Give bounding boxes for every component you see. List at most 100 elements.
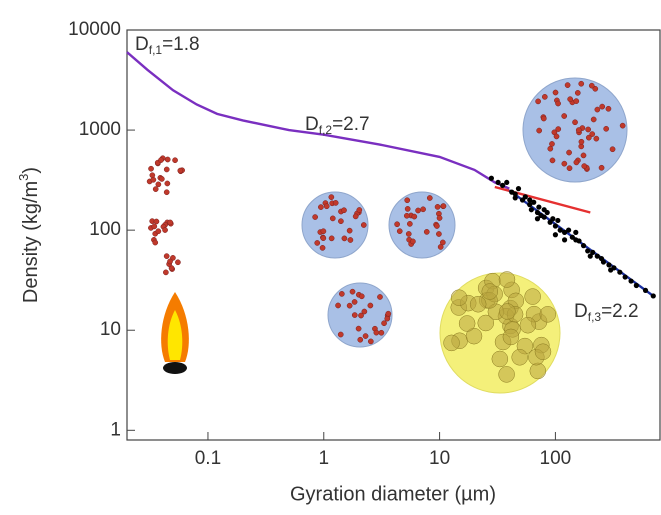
particle [338, 219, 343, 224]
particle [333, 200, 338, 205]
particle [427, 195, 432, 200]
particle [550, 158, 555, 163]
particle [549, 141, 554, 146]
scatter-point [553, 223, 558, 228]
particle [164, 254, 169, 259]
annotation-text: =2.7 [332, 114, 370, 135]
particle [459, 316, 475, 332]
scatter-point [608, 267, 613, 272]
y-label-text: Density (kg/m [20, 181, 42, 303]
particle [412, 214, 417, 219]
particle [368, 303, 373, 308]
particle [586, 127, 591, 132]
scatter-point [573, 230, 578, 235]
particle [542, 94, 547, 99]
particle [499, 366, 515, 382]
particle [379, 330, 384, 335]
scatter-point [495, 180, 500, 185]
particle [341, 208, 346, 213]
y-tick-label: 10000 [68, 19, 121, 40]
scatter-point [585, 248, 590, 253]
scatter-point [634, 283, 639, 288]
scatter-point [489, 176, 494, 181]
scatter-point [576, 238, 581, 243]
particle [566, 150, 571, 155]
particle [565, 83, 570, 88]
particle [610, 147, 615, 152]
scatter-point [516, 186, 521, 191]
particle [541, 116, 546, 121]
particle [520, 317, 536, 333]
particle [338, 332, 343, 337]
particle [350, 289, 355, 294]
particle [410, 239, 415, 244]
particle [163, 270, 168, 275]
particle [329, 236, 334, 241]
annotation-sub: f,2 [319, 123, 333, 137]
particle [470, 296, 486, 312]
particle [347, 303, 352, 308]
scatter-point [606, 262, 611, 267]
particle [482, 284, 498, 300]
particle [568, 97, 573, 102]
particle [405, 206, 410, 211]
y-tick-label: 100 [89, 219, 121, 240]
particle [352, 312, 357, 317]
particle [158, 157, 163, 162]
annotation-text: =1.8 [162, 34, 200, 55]
particle [437, 215, 442, 220]
annotation-sub: f,1 [149, 43, 163, 57]
particle [151, 177, 156, 182]
particle [572, 120, 577, 125]
particle [164, 167, 169, 172]
particle [574, 99, 579, 104]
scatter-point [529, 207, 534, 212]
particle [168, 220, 173, 225]
particle [438, 244, 443, 249]
particle [335, 303, 340, 308]
particle [553, 90, 558, 95]
particle [377, 294, 382, 299]
particle [435, 204, 440, 209]
particle [424, 229, 429, 234]
particle [315, 240, 320, 245]
burner [163, 362, 187, 374]
particle [342, 236, 347, 241]
particle [499, 272, 515, 288]
particle [555, 101, 560, 106]
scatter-point [643, 288, 648, 293]
scatter-point [542, 215, 547, 220]
particle [567, 166, 572, 171]
particle [358, 337, 363, 342]
scatter-point [523, 194, 528, 199]
particle [548, 146, 553, 151]
particle [579, 81, 584, 86]
scatter-point [555, 218, 560, 223]
particle [329, 195, 334, 200]
scatter-point [628, 278, 633, 283]
y-tick-label: 10 [100, 319, 121, 340]
scatter-point [617, 270, 622, 275]
particle [537, 128, 542, 133]
particle [406, 231, 411, 236]
scatter-point [553, 232, 558, 237]
scatter-point [623, 274, 628, 279]
particle [159, 176, 164, 181]
particle [313, 214, 318, 219]
particle [320, 245, 325, 250]
particle [594, 136, 599, 141]
particle [451, 290, 467, 306]
particle [359, 294, 364, 299]
particle [499, 303, 515, 319]
particle [368, 339, 373, 344]
particle [562, 113, 567, 118]
scatter-point [536, 204, 541, 209]
y-label-sup: 3 [16, 174, 31, 181]
particle [599, 165, 604, 170]
particle [318, 204, 323, 209]
particle [586, 135, 591, 140]
annotation-base: D [305, 114, 319, 135]
particle [576, 127, 581, 132]
particle [536, 99, 541, 104]
particle [154, 219, 159, 224]
